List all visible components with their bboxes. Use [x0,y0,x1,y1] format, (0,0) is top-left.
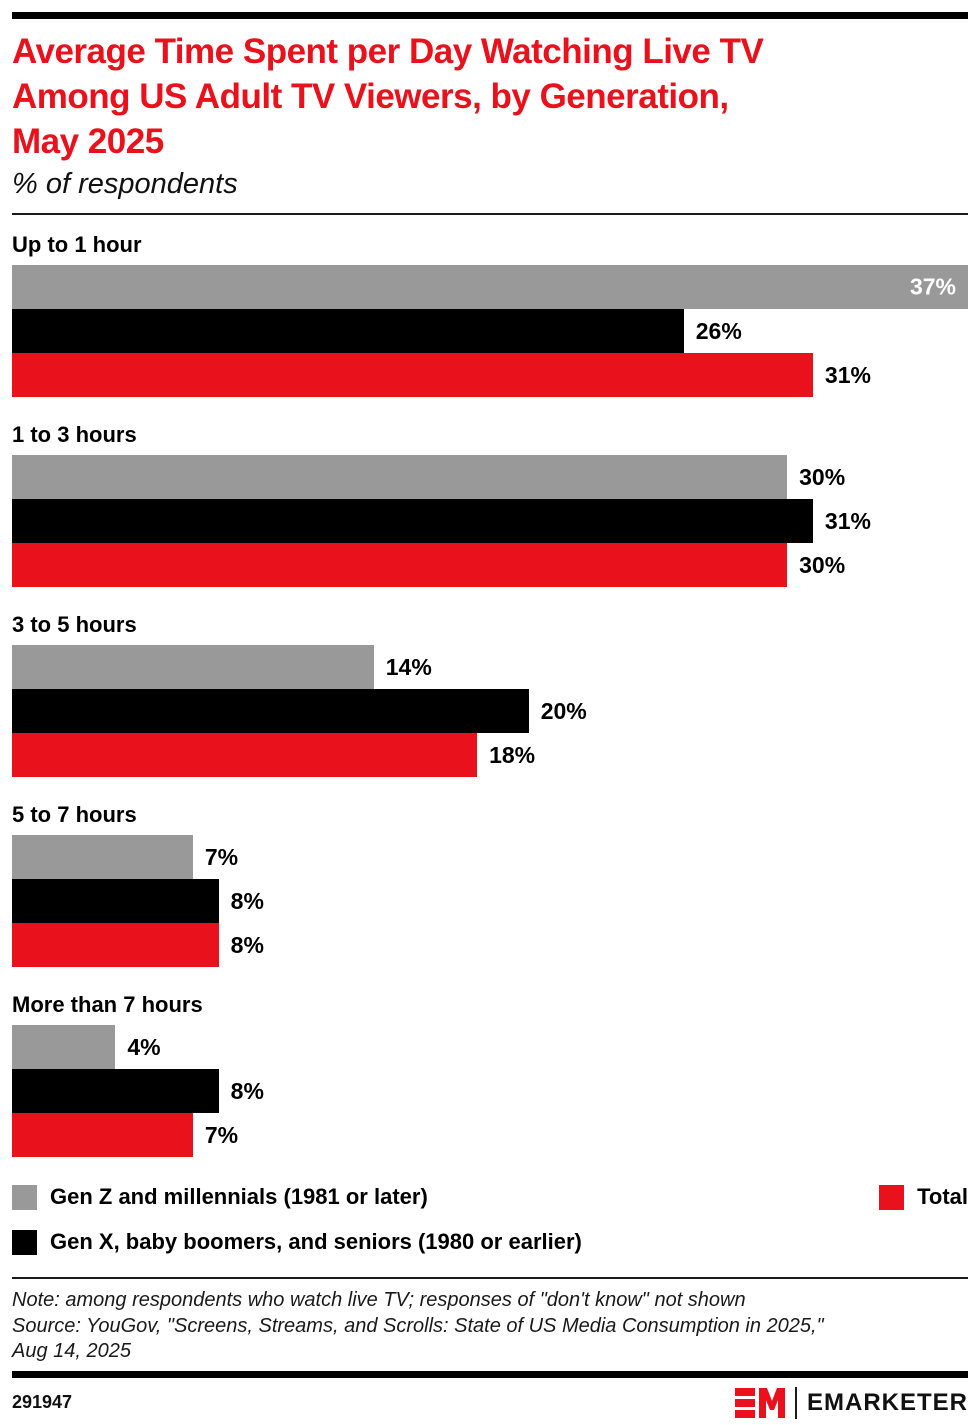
bar-row: 8% [12,1069,968,1113]
bar-row: 8% [12,879,968,923]
bar-value-label: 8% [230,887,264,914]
note-line: Note: among respondents who watch live T… [12,1289,746,1311]
legend-item-total: Total [879,1184,968,1210]
chart-id: 291947 [12,1392,73,1412]
bar-group: 3 to 5 hours 14% 20% 18% [12,614,968,777]
logo-divider [794,1386,797,1419]
page-title: Average Time Spent per Day Watching Live… [12,29,968,164]
bar-value-label: 37% [909,273,956,300]
bar-row: 20% [12,689,968,733]
page-title-line: May 2025 [12,122,164,161]
bar [12,499,813,543]
top-rule [12,12,968,19]
header-divider [12,213,968,215]
source-line: Source: YouGov, "Screens, Streams, and S… [12,1314,824,1337]
bar [12,543,788,587]
bar [12,1113,193,1157]
bar-value-label: 31% [824,507,871,534]
emarketer-logo: EMARKETER [734,1386,968,1419]
bar-value-label: 26% [695,317,742,344]
legend-row: Gen X, baby boomers, and seniors (1980 o… [12,1229,968,1255]
bar-group: 5 to 7 hours 7% 8% 8% [12,804,968,967]
bar-row: 8% [12,923,968,967]
bar-value-label: 30% [799,463,846,490]
legend-label: Gen X, baby boomers, and seniors (1980 o… [50,1229,582,1254]
bar-chart: Up to 1 hour 37% 26% 31% 1 to 3 hours 30% 31% 3… [12,234,968,1157]
legend-swatch-gray [12,1184,37,1210]
bar [12,645,374,689]
bar-row: 14% [12,645,968,689]
bar [12,455,788,499]
bar-row: 37% [12,265,968,309]
legend-row: Gen Z and millennials (1981 or later) To… [12,1184,968,1210]
bar [12,835,193,879]
category-label: More than 7 hours [12,992,203,1017]
page: Average Time Spent per Day Watching Live… [12,12,968,1419]
page-title-line: Average Time Spent per Day Watching Live… [12,32,764,71]
bar-value-label: 31% [824,361,871,388]
category-label: 5 to 7 hours [12,802,137,827]
category-label: Up to 1 hour [12,232,142,257]
bar [12,923,219,967]
category-label: 3 to 5 hours [12,612,137,637]
notes: Note: among respondents who watch live T… [12,1288,968,1365]
bar [12,879,219,923]
bar-row: 7% [12,835,968,879]
bar [12,309,684,353]
bar-value-label: 8% [230,931,264,958]
legend-label: Total [917,1184,968,1209]
category-label: 1 to 3 hours [12,422,137,447]
em-mark-icon [734,1387,785,1418]
bar [12,1069,219,1113]
bar: 37% [12,265,968,309]
bar-row: 4% [12,1025,968,1069]
bar-value-label: 18% [489,741,536,768]
footer-rule [12,1370,968,1378]
bar-group: 1 to 3 hours 30% 31% 30% [12,424,968,587]
page-title-line: Among US Adult TV Viewers, by Generation… [12,77,729,116]
bar-value-label: 14% [385,653,432,680]
bar-value-label: 8% [230,1077,264,1104]
legend-item-genz: Gen Z and millennials (1981 or later) [12,1184,428,1210]
bar [12,1025,116,1069]
bar [12,353,813,397]
brand-wordmark: EMARKETER [806,1388,968,1416]
bar-group: Up to 1 hour 37% 26% 31% [12,234,968,397]
bar-row: 30% [12,543,968,587]
bar-row: 26% [12,309,968,353]
chart-subtitle: % of respondents [12,168,238,200]
legend-swatch-red [879,1184,905,1210]
bar-row: 30% [12,455,968,499]
bar [12,689,529,733]
bar-row: 18% [12,733,968,777]
legend-label: Gen Z and millennials (1981 or later) [50,1184,428,1209]
legend: Gen Z and millennials (1981 or later) To… [12,1184,968,1255]
bar-row: 31% [12,499,968,543]
bar-value-label: 20% [540,697,587,724]
bar-row: 7% [12,1113,968,1157]
legend-item-genx: Gen X, baby boomers, and seniors (1980 o… [12,1229,582,1255]
bar-value-label: 7% [204,843,239,870]
bar-value-label: 7% [204,1121,239,1148]
bar-row: 31% [12,353,968,397]
bar [12,733,478,777]
footer: 291947 EMARKETER [12,1386,968,1419]
bar-value-label: 4% [127,1033,161,1060]
bar-group: More than 7 hours 4% 8% 7% [12,994,968,1157]
source-date-line: Aug 14, 2025 [12,1340,131,1362]
legend-swatch-black [12,1229,37,1255]
notes-divider [12,1277,968,1279]
bar-value-label: 30% [799,551,846,578]
